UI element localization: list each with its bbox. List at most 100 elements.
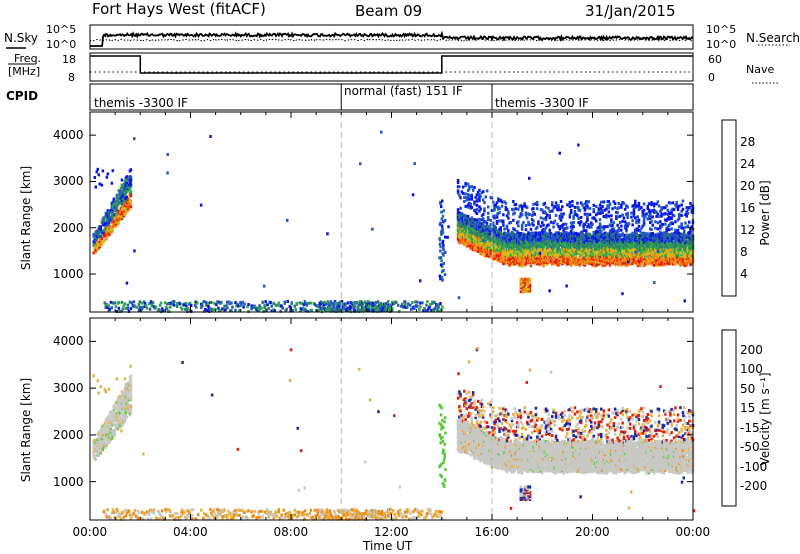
power-echo-cell <box>525 251 529 255</box>
power-echo-cell <box>459 206 462 210</box>
power-echo-cell <box>568 203 572 206</box>
power-echo-cell <box>581 247 584 251</box>
power-echo-cell <box>93 176 96 179</box>
power-echo-cell <box>487 218 490 221</box>
power-echo-cell <box>585 229 588 233</box>
power-echo-cell <box>470 218 474 222</box>
power-echo-cell <box>463 195 466 199</box>
power-echo-cell <box>512 258 515 262</box>
power-echo-cell <box>661 223 665 226</box>
power-echo-cell <box>519 259 523 263</box>
power-echo-cell <box>574 258 578 262</box>
power-echo-cell <box>543 241 546 245</box>
power-echo-cell <box>581 203 584 207</box>
power-echo-cell <box>510 233 514 237</box>
power-echo-cell <box>528 258 531 262</box>
power-echo-cell <box>548 233 551 237</box>
power-echo-cell <box>571 232 574 236</box>
power-echo-cell <box>548 251 551 255</box>
power-echo-cell <box>500 253 504 257</box>
power-echo-cell <box>546 246 549 250</box>
power-echo-cell <box>492 233 495 237</box>
power-echo-cell <box>117 220 121 224</box>
power-echo-cell <box>586 250 589 254</box>
power-echo-cell <box>601 205 604 208</box>
power-echo-cell <box>527 281 530 285</box>
power-echo-cell <box>572 235 575 239</box>
power-echo-cell <box>503 253 506 257</box>
power-echo-cell <box>539 236 543 240</box>
power-echo-cell <box>121 193 125 197</box>
power-echo-cell <box>588 249 592 252</box>
power-echo-cell <box>485 234 489 238</box>
power-echo-cell <box>94 250 97 254</box>
power-echo-cell <box>459 222 462 225</box>
power-echo-cell <box>461 191 465 195</box>
power-echo-cell <box>492 257 495 261</box>
power-echo-cell <box>517 224 520 228</box>
power-echo-cell <box>460 228 464 232</box>
power-echo-cell <box>627 260 630 264</box>
power-echo-cell <box>544 239 548 243</box>
power-echo-cell <box>463 231 466 235</box>
power-echo-cell <box>468 197 471 201</box>
power-echo-cell <box>441 239 445 243</box>
power-echo-cell <box>557 250 560 254</box>
power-echo-cell <box>508 260 511 264</box>
power-echo-cell <box>499 248 502 252</box>
power-echo-cell <box>505 233 509 237</box>
power-echo-cell <box>479 242 482 246</box>
power-echo-cell <box>603 225 607 229</box>
power-echo-cell <box>409 303 412 307</box>
power-echo-cell <box>443 273 447 277</box>
power-echo-cell <box>572 250 575 254</box>
power-echo-cell <box>557 247 560 251</box>
power-echo-cell <box>543 229 546 232</box>
power-echo-cell <box>532 207 535 210</box>
power-echo-cell <box>497 197 500 201</box>
power-echo-cell <box>480 226 484 230</box>
power-echo-cell <box>505 246 509 250</box>
power-echo-cell <box>607 210 611 214</box>
velocity-echo-cell <box>113 429 117 433</box>
power-echo-cell <box>115 208 119 212</box>
power-echo-cell <box>492 240 495 243</box>
power-echo-cell <box>463 218 466 222</box>
power-echo-cell <box>508 244 511 248</box>
power-echo-cell <box>583 202 587 206</box>
power-echo-cell <box>519 244 523 248</box>
power-echo-cell <box>523 202 526 206</box>
cpid-panel-frame <box>89 83 694 111</box>
power-echo-cell <box>537 234 540 238</box>
power-echo-cell <box>591 252 594 256</box>
power-echo-cell <box>492 246 495 250</box>
power-echo-cell <box>559 241 563 245</box>
power-echo-cell <box>471 240 475 243</box>
power-echo-cell <box>500 239 504 243</box>
power-echo-cell <box>572 231 575 235</box>
power-echo-cell <box>579 252 583 256</box>
power-echo-cell <box>525 257 529 261</box>
power-echo-cell <box>523 237 526 241</box>
power-echo-cell <box>488 236 491 240</box>
power-echo-cell <box>525 235 529 239</box>
power-echo-cell <box>497 252 500 256</box>
power-echo-cell <box>468 220 471 224</box>
power-echo-cell <box>631 219 634 223</box>
power-echo-cell <box>209 135 212 138</box>
power-echo-cell <box>541 260 544 263</box>
power-echo-cell <box>557 204 560 208</box>
power-echo-cell <box>476 242 480 245</box>
power-echo-cell <box>586 225 589 229</box>
power-echo-cell <box>460 229 464 233</box>
power-echo-cell <box>456 216 460 219</box>
power-echo-cell <box>490 229 494 233</box>
power-echo-cell <box>512 237 515 240</box>
power-echo-cell <box>552 252 555 256</box>
power-echo-cell <box>537 231 540 235</box>
power-echo-cell <box>444 250 447 254</box>
power-echo-cell <box>571 204 574 208</box>
power-echo-cell <box>442 268 445 272</box>
power-echo-cell <box>641 238 644 242</box>
power-echo-cell <box>463 200 466 203</box>
